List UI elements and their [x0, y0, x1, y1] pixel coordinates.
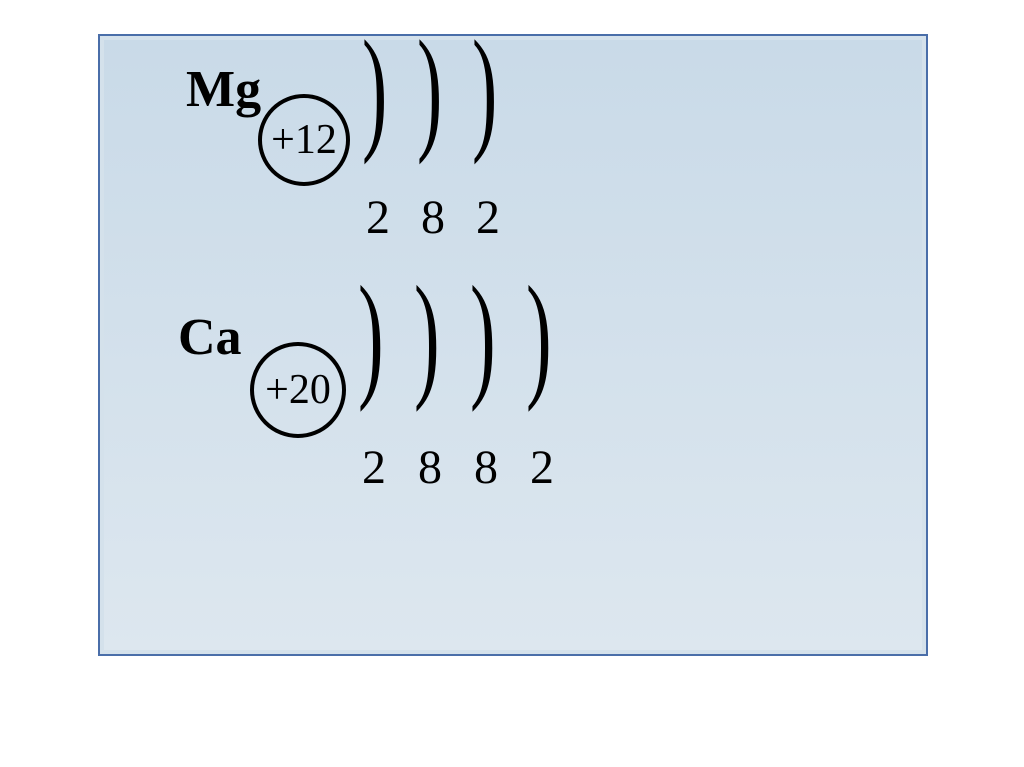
nucleus: +12 — [258, 94, 350, 186]
nucleus-charge: +12 — [271, 116, 337, 164]
nucleus-charge: +20 — [265, 366, 331, 414]
electron-shell-arc: ) — [414, 266, 440, 406]
electron-shell-arc: ) — [470, 266, 496, 406]
element-symbol: Ca — [178, 308, 242, 367]
electron-shell-arc: ) — [472, 20, 497, 158]
electron-shell-arc: ) — [526, 266, 552, 406]
electron-count: 8 — [474, 440, 498, 495]
electron-count: 2 — [476, 190, 500, 245]
electron-count: 2 — [530, 440, 554, 495]
nucleus: +20 — [250, 342, 346, 438]
element-symbol: Mg — [186, 60, 261, 119]
electron-shell-arc: ) — [358, 266, 384, 406]
electron-count: 8 — [418, 440, 442, 495]
electron-count: 2 — [366, 190, 390, 245]
electron-count: 2 — [362, 440, 386, 495]
electron-count: 8 — [421, 190, 445, 245]
electron-shell-arc: ) — [362, 20, 387, 158]
electron-shell-arc: ) — [417, 20, 442, 158]
